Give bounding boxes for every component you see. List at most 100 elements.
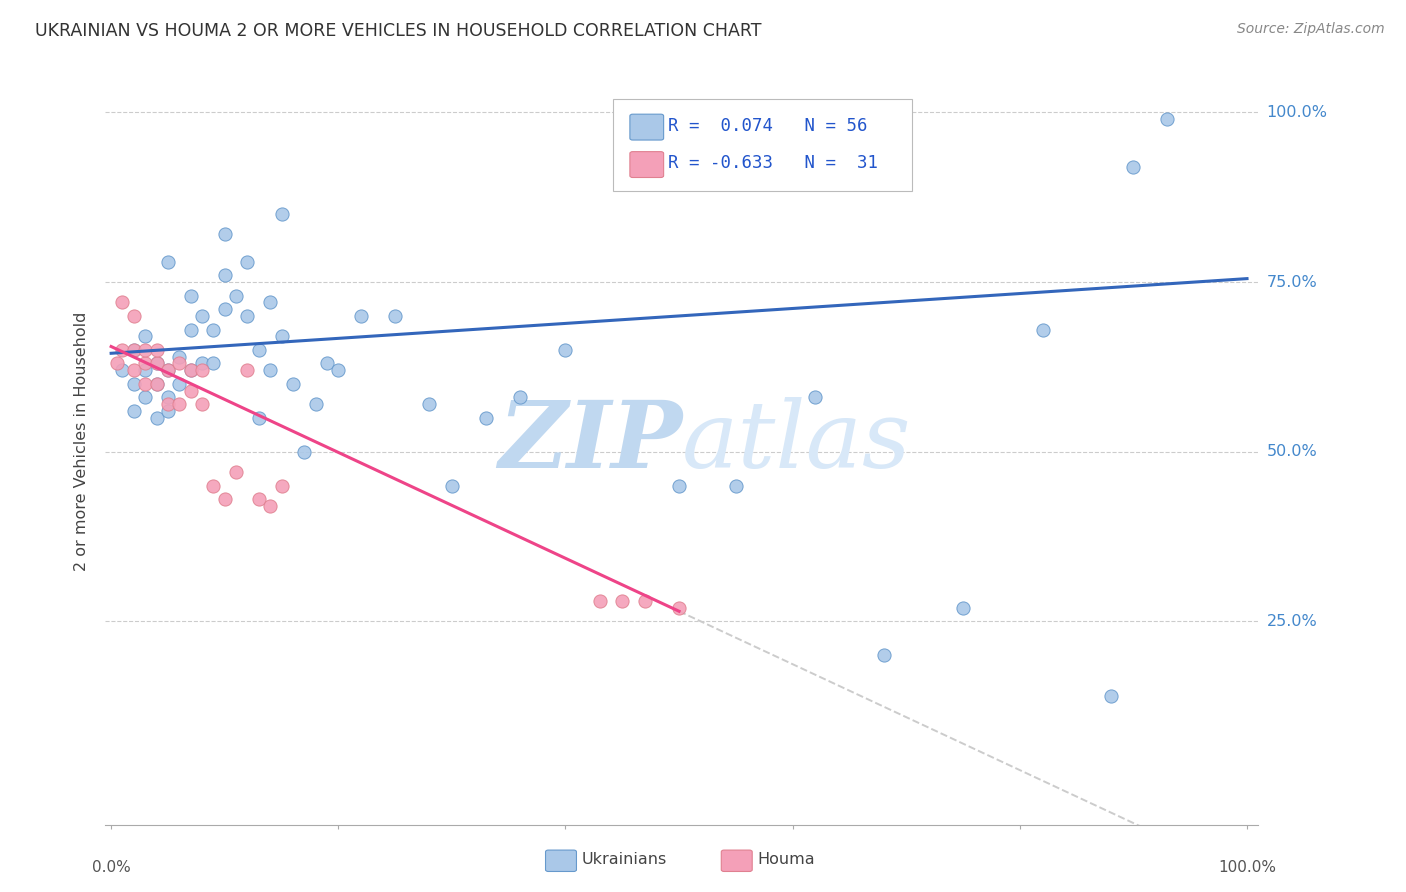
Point [180,363,202,377]
Point [350,309,373,323]
Point [270,207,292,221]
Point [316,356,339,370]
Point [236,309,259,323]
Point [214,227,236,242]
Point [134,391,156,405]
Text: R = -0.633   N =  31: R = -0.633 N = 31 [668,154,877,172]
Point [122,404,145,418]
Point [259,499,281,513]
Point [169,376,191,391]
Point [111,343,134,357]
Point [214,492,236,507]
Point [156,397,179,411]
Text: 75.0%: 75.0% [1267,275,1317,290]
Point [1156,112,1178,126]
Point [156,363,179,377]
Point [156,391,179,405]
Point [156,404,179,418]
Point [180,384,202,398]
Point [247,410,270,425]
Point [180,322,202,336]
Point [724,478,747,492]
Point [292,444,315,458]
Point [440,478,463,492]
Point [145,376,167,391]
Point [169,350,191,364]
Point [134,376,156,391]
Point [668,600,690,615]
Point [214,302,236,317]
Point [111,363,134,377]
Point [145,343,167,357]
Text: Ukrainians: Ukrainians [582,853,668,867]
Point [111,295,134,310]
Text: Source: ZipAtlas.com: Source: ZipAtlas.com [1237,22,1385,37]
Point [328,363,350,377]
Point [169,397,191,411]
Point [588,594,610,608]
Point [247,343,270,357]
Point [191,309,214,323]
Point [191,397,214,411]
Point [122,376,145,391]
Point [281,376,304,391]
Text: ZIP: ZIP [498,397,682,486]
Point [259,363,281,377]
Point [122,343,145,357]
Text: 100.0%: 100.0% [1218,860,1277,875]
Point [134,343,156,357]
Point [634,594,657,608]
Point [202,356,225,370]
Text: 100.0%: 100.0% [1267,104,1327,120]
Point [145,356,167,370]
Point [191,356,214,370]
Point [169,356,191,370]
Point [214,268,236,283]
Point [1099,689,1122,703]
Point [475,410,498,425]
Point [202,478,225,492]
Point [509,391,531,405]
Text: R =  0.074   N = 56: R = 0.074 N = 56 [668,117,868,135]
Text: Houma: Houma [758,853,815,867]
Point [145,410,167,425]
Point [1122,160,1144,174]
Point [270,478,292,492]
Point [418,397,440,411]
Point [122,343,145,357]
Text: UKRAINIAN VS HOUMA 2 OR MORE VEHICLES IN HOUSEHOLD CORRELATION CHART: UKRAINIAN VS HOUMA 2 OR MORE VEHICLES IN… [35,22,762,40]
Point [270,329,292,343]
Point [554,343,576,357]
Point [804,391,827,405]
Point [180,363,202,377]
Y-axis label: 2 or more Vehicles in Household: 2 or more Vehicles in Household [75,312,90,571]
Point [134,329,156,343]
Point [225,465,247,479]
Text: atlas: atlas [682,397,911,486]
Point [384,309,406,323]
Point [122,363,145,377]
Point [202,322,225,336]
Point [1032,322,1054,336]
Point [247,492,270,507]
Point [191,363,214,377]
Point [145,356,167,370]
Point [236,363,259,377]
Text: 25.0%: 25.0% [1267,614,1317,629]
Point [145,376,167,391]
Text: 0.0%: 0.0% [91,860,131,875]
Point [134,356,156,370]
Text: 50.0%: 50.0% [1267,444,1317,459]
Point [668,478,690,492]
Point [180,288,202,302]
Point [225,288,247,302]
Point [134,363,156,377]
Point [872,648,894,663]
Point [612,594,634,608]
Point [122,309,145,323]
Point [156,254,179,268]
Point [236,254,259,268]
Point [105,356,128,370]
Point [304,397,326,411]
Point [952,600,974,615]
